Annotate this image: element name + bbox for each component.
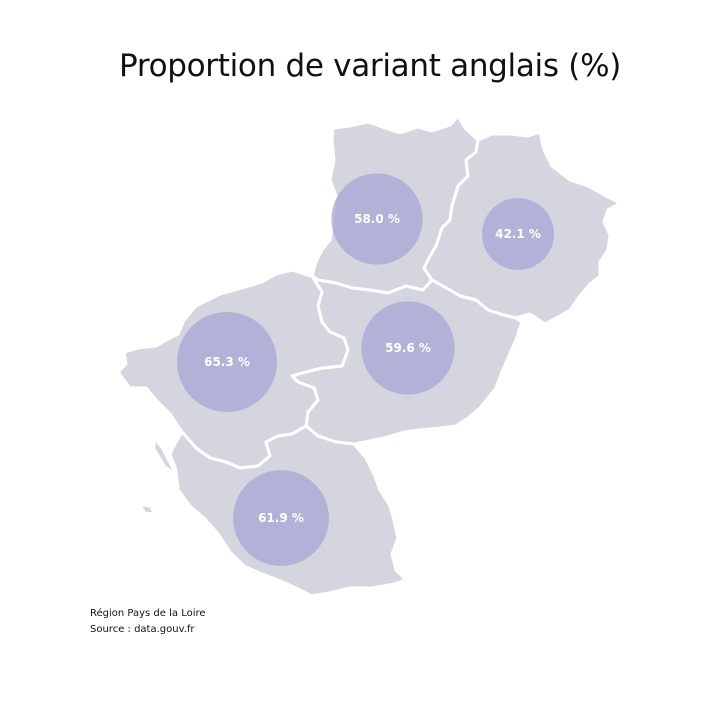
bubble-mayenne — [331, 173, 423, 265]
map-title: Proportion de variant anglais (%) — [118, 48, 622, 84]
bubble-layer: 58.0 % 42.1 % 59.6 % 65.3 % 61.9 % — [177, 173, 554, 566]
bubble-label-sarthe: 42.1 % — [495, 227, 541, 241]
bubble-label-vendee: 61.9 % — [258, 511, 304, 525]
bubble-sarthe — [482, 198, 554, 270]
bubble-label-loire-atlantique: 65.3 % — [204, 355, 250, 369]
bubble-maine-et-loire — [361, 301, 455, 395]
island-noirmoutier — [155, 442, 172, 470]
bubble-label-mayenne: 58.0 % — [354, 212, 400, 226]
bubble-vendee — [233, 470, 329, 566]
map-footer: Région Pays de la Loire Source : data.go… — [90, 606, 206, 638]
footer-source: Source : data.gouv.fr — [90, 624, 195, 635]
bubble-loire-atlantique — [177, 312, 277, 412]
footer-region: Région Pays de la Loire — [90, 608, 206, 619]
island-yeu — [142, 506, 152, 512]
bubble-label-maine-et-loire: 59.6 % — [385, 341, 431, 355]
